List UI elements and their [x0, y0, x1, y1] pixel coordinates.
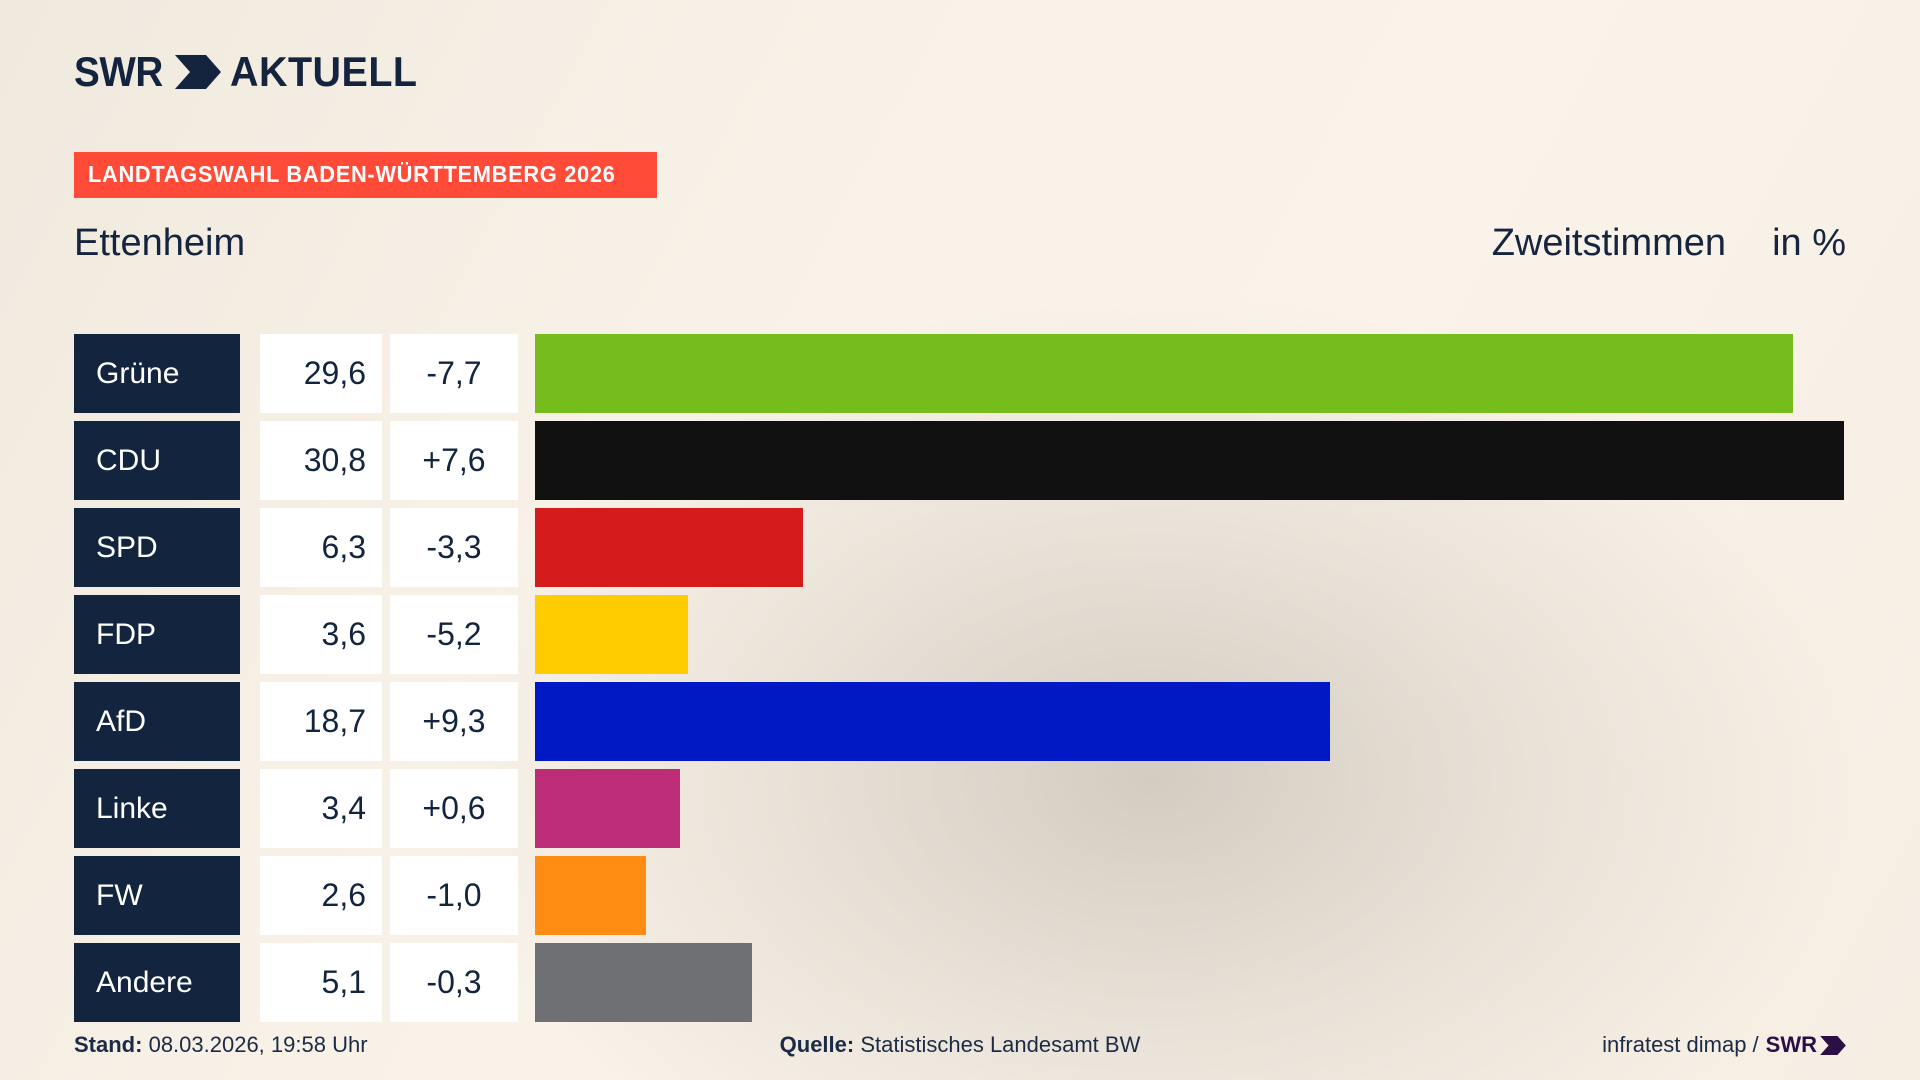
chart-row: Linke 3,4 +0,6	[74, 765, 1846, 852]
party-change: +7,6	[390, 421, 518, 500]
party-value: 6,3	[260, 508, 382, 587]
swr-credit-wordmark: SWR	[1765, 1032, 1817, 1057]
bar-track	[535, 595, 1846, 674]
party-bar	[535, 856, 646, 935]
party-bar	[535, 943, 752, 1022]
row-cells: Grüne 29,6 -7,7	[74, 334, 518, 413]
bar-track	[535, 682, 1846, 761]
chart-row: FW 2,6 -1,0	[74, 852, 1846, 939]
vote-unit-label: in %	[1772, 222, 1846, 264]
swr-aktuell-logo: SWR AKTUELL	[74, 48, 429, 96]
party-label: Grüne	[74, 334, 240, 413]
double-chevron-right-icon	[1820, 1035, 1846, 1055]
party-change: -7,7	[390, 334, 518, 413]
chart-row: FDP 3,6 -5,2	[74, 591, 1846, 678]
election-title-banner: LANDTAGSWAHL BADEN-WÜRTTEMBERG 2026	[74, 152, 658, 198]
party-bar	[535, 682, 1330, 761]
row-cells: Linke 3,4 +0,6	[74, 769, 518, 848]
row-cells: FW 2,6 -1,0	[74, 856, 518, 935]
party-label: Linke	[74, 769, 240, 848]
party-change: +9,3	[390, 682, 518, 761]
party-label: SPD	[74, 508, 240, 587]
party-value: 3,4	[260, 769, 382, 848]
bar-track	[535, 856, 1846, 935]
bar-track	[535, 943, 1846, 1022]
party-bar	[535, 334, 1793, 413]
double-chevron-right-icon	[174, 55, 221, 89]
chart-row: Andere 5,1 -0,3	[74, 939, 1846, 1026]
vote-type-label: Zweitstimmen	[1491, 222, 1727, 264]
party-bar	[535, 508, 803, 587]
region-name: Ettenheim	[74, 222, 246, 264]
party-value: 3,6	[260, 595, 382, 674]
chart-row: CDU 30,8 +7,6	[74, 417, 1846, 504]
party-label: FW	[74, 856, 240, 935]
row-cells: Andere 5,1 -0,3	[74, 943, 518, 1022]
bar-track	[535, 421, 1846, 500]
party-value: 18,7	[260, 682, 382, 761]
bar-track	[535, 334, 1846, 413]
timestamp-value: 08.03.2026, 19:58 Uhr	[148, 1032, 368, 1057]
chart-row: Grüne 29,6 -7,7	[74, 330, 1846, 417]
party-value: 30,8	[260, 421, 382, 500]
row-cells: FDP 3,6 -5,2	[74, 595, 518, 674]
party-bar	[535, 595, 688, 674]
party-change: -3,3	[390, 508, 518, 587]
party-change: +0,6	[390, 769, 518, 848]
election-title-text: LANDTAGSWAHL BADEN-WÜRTTEMBERG 2026	[88, 161, 616, 187]
results-bar-chart: Grüne 29,6 -7,7 CDU 30,8 +7,6 SPD 6,3 -3,3 FDP 3,6…	[74, 330, 1846, 1026]
chart-row: SPD 6,3 -3,3	[74, 504, 1846, 591]
party-label: FDP	[74, 595, 240, 674]
party-label: CDU	[74, 421, 240, 500]
subtitle-row: Ettenheim Zweitstimmen in %	[74, 222, 1846, 265]
footer: Stand: 08.03.2026, 19:58 Uhr Quelle: Sta…	[74, 1032, 1846, 1058]
bar-track	[535, 508, 1846, 587]
chart-row: AfD 18,7 +9,3	[74, 678, 1846, 765]
vote-type-group: Zweitstimmen in %	[1492, 222, 1846, 265]
swr-wordmark: SWR	[74, 48, 163, 95]
party-change: -0,3	[390, 943, 518, 1022]
credit: infratest dimap / SWR	[1602, 1032, 1846, 1058]
party-value: 5,1	[260, 943, 382, 1022]
row-cells: SPD 6,3 -3,3	[74, 508, 518, 587]
data-source-value: Statistisches Landesamt BW	[860, 1032, 1141, 1057]
swr-credit-logo: SWR	[1766, 1032, 1846, 1058]
brand-header: SWR AKTUELL	[74, 48, 429, 96]
aktuell-wordmark: AKTUELL	[229, 48, 418, 95]
timestamp: Stand: 08.03.2026, 19:58 Uhr	[74, 1032, 368, 1058]
row-cells: CDU 30,8 +7,6	[74, 421, 518, 500]
row-cells: AfD 18,7 +9,3	[74, 682, 518, 761]
party-bar	[535, 769, 680, 848]
data-source: Quelle: Statistisches Landesamt BW	[780, 1032, 1141, 1058]
bar-track	[535, 769, 1846, 848]
party-value: 29,6	[260, 334, 382, 413]
credit-text: infratest dimap /	[1602, 1032, 1759, 1057]
party-change: -5,2	[390, 595, 518, 674]
data-source-label: Quelle:	[779, 1032, 855, 1057]
party-label: Andere	[74, 943, 240, 1022]
party-label: AfD	[74, 682, 240, 761]
party-value: 2,6	[260, 856, 382, 935]
party-bar	[535, 421, 1844, 500]
party-change: -1,0	[390, 856, 518, 935]
timestamp-label: Stand:	[74, 1032, 143, 1057]
